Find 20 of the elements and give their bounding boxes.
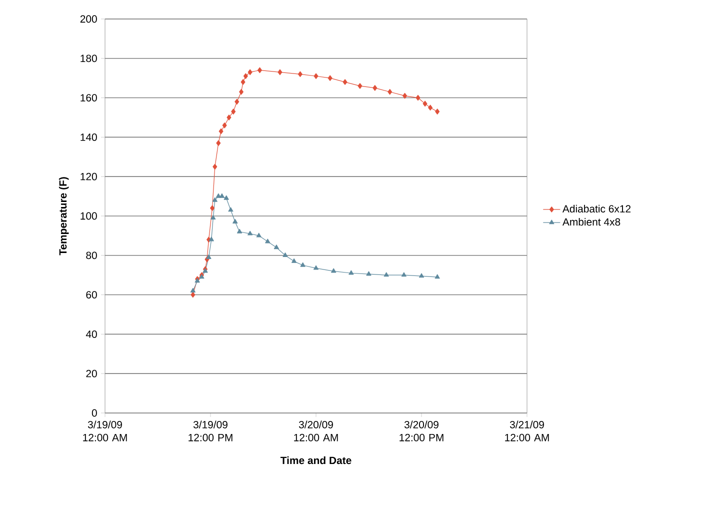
y-tick-label: 120 bbox=[80, 172, 97, 180]
y-tick-label: 80 bbox=[86, 252, 97, 260]
y-tick-label: 140 bbox=[80, 133, 97, 141]
x-tick-label: 3/20/09 12:00 PM bbox=[400, 420, 444, 442]
x-tick-label: 3/19/09 12:00 AM bbox=[83, 420, 127, 442]
y-tick-label: 60 bbox=[86, 291, 97, 298]
y-axis-title: Temperature (F) bbox=[58, 177, 69, 256]
y-tick-label: 0 bbox=[92, 409, 97, 417]
y-tick-label: 100 bbox=[80, 212, 97, 220]
y-tick-label: 40 bbox=[86, 330, 97, 338]
y-tick-label: 160 bbox=[80, 94, 97, 102]
x-tick-label: 3/20/09 12:00 AM bbox=[294, 420, 338, 442]
legend-label: Adiabatic 6x12 bbox=[562, 204, 631, 213]
y-tick-label: 20 bbox=[86, 370, 97, 378]
y-tick-label: 200 bbox=[80, 15, 97, 23]
legend-label: Ambient 4x8 bbox=[562, 218, 620, 226]
y-tick-label: 180 bbox=[80, 54, 97, 62]
x-axis-title: Time and Date bbox=[280, 456, 352, 464]
x-tick-label: 3/19/09 12:00 PM bbox=[188, 420, 232, 442]
x-tick-label: 3/21/09 12:00 AM bbox=[505, 420, 549, 442]
